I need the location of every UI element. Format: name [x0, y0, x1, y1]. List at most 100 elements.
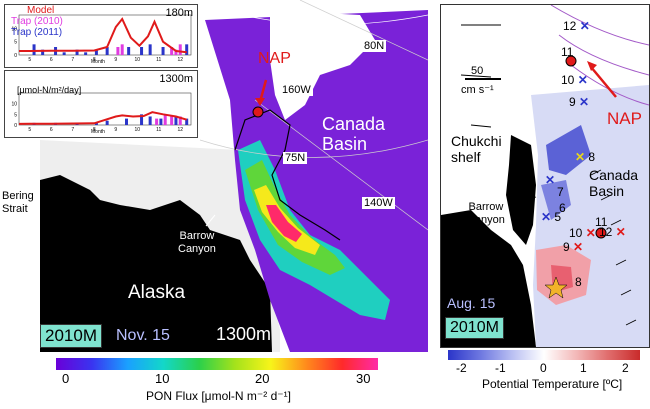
pon-colorbar	[56, 358, 378, 370]
blue-marker-11: 11	[561, 45, 574, 59]
inset-ytick: 0	[14, 53, 17, 59]
flux-map	[40, 0, 428, 352]
trap-bar	[62, 52, 66, 55]
blue-marker-6: 6	[559, 201, 566, 215]
model-tag: 2010M	[40, 324, 102, 348]
inset-xtick: 10	[134, 127, 140, 133]
blue-marker-9: 9 ✕	[569, 95, 590, 109]
inset-xtick: 12	[177, 57, 183, 63]
trap-bar	[120, 44, 124, 55]
trap-bar	[185, 44, 189, 55]
inset-180m-xlabel: Month	[91, 59, 105, 65]
temperature-colorbar	[448, 350, 640, 360]
trap-bar	[174, 116, 178, 125]
velocity-scale-arrow-icon	[465, 78, 501, 80]
pon-colorbar-gradient	[56, 358, 378, 370]
red-marker-10: 10 ✕	[569, 226, 596, 240]
depth-label: 1300m	[216, 324, 272, 344]
inset-ytick: 10	[11, 102, 17, 108]
velocity-scale-value: 50	[471, 65, 484, 77]
date-label: Nov. 15	[116, 327, 170, 344]
temp-tick-m2: -2	[456, 361, 467, 375]
canada-basin-label: Canada Basin	[322, 114, 386, 154]
inset-xtick: 12	[177, 127, 183, 133]
trap-bar	[105, 47, 109, 55]
inset-xtick: 7	[71, 57, 74, 63]
temp-tick-0: 0	[540, 361, 547, 375]
inset-ytick: 5	[14, 40, 17, 46]
inset-ytick: 10	[11, 26, 17, 32]
alaska-land	[40, 175, 272, 352]
flux-band-outer	[238, 140, 390, 320]
flux-map-panel: NAP 80N 160W 75N 140W Canada Basin Barro…	[40, 0, 428, 352]
trap-bar	[125, 118, 128, 125]
trap-bar	[174, 49, 178, 55]
pon-tick-20: 20	[255, 371, 270, 386]
blue-marker-12: 12 ✕	[563, 19, 590, 33]
chukchi-shelf-label: Chukchi shelf	[451, 133, 502, 165]
alaska-land-right	[441, 210, 536, 347]
pon-tick-30: 30	[356, 371, 371, 386]
trap-bar	[75, 49, 79, 55]
cold-patch	[546, 125, 591, 175]
trap-bar	[105, 120, 109, 125]
model-line	[18, 111, 187, 125]
inset-180m-depth: 180m	[165, 7, 193, 19]
trap-bar	[170, 116, 174, 125]
trap-bar	[127, 47, 131, 55]
inset-xtick: 8	[93, 57, 96, 63]
inset-1300m-depth: 1300m	[159, 73, 193, 85]
lat-75n-label: 75N	[283, 152, 308, 164]
trap-bar	[163, 114, 167, 125]
lon-160w-label: 160W	[280, 84, 313, 96]
trap-bar	[41, 49, 45, 55]
inset-xtick: 5	[28, 127, 31, 133]
velocity-scale-unit: cm s⁻¹	[461, 84, 494, 96]
trap-bar	[84, 52, 88, 55]
inset-xtick: 5	[28, 57, 31, 63]
inset-xtick: 6	[50, 57, 53, 63]
trap-bar	[170, 47, 174, 55]
blue-marker-7-label: 7	[557, 185, 564, 199]
legend-trap-2011: Trap (2011)	[11, 27, 63, 38]
trap-bar	[185, 118, 189, 125]
inset-xtick: 7	[71, 127, 74, 133]
trap-bar	[94, 122, 98, 125]
lon-140w-label: 140W	[362, 197, 395, 209]
trap-bar	[32, 44, 36, 55]
nap-label: NAP	[258, 50, 291, 67]
trap-bar	[140, 114, 144, 125]
barrow-canyon-label: Barrow Canyon	[178, 230, 216, 255]
inset-1300m-unit: [μmol-N/m²/day]	[17, 85, 82, 95]
flux-band-mid	[245, 160, 345, 275]
inset-xtick: 9	[114, 57, 117, 63]
trap-bar	[148, 44, 152, 55]
trap-bar	[94, 49, 98, 55]
nap-site-marker-right	[565, 55, 577, 67]
inset-frame	[18, 14, 192, 56]
inset-180m-plot: 5 6 7 8 9 10 11 12 0 5 10	[11, 14, 192, 63]
inset-1300m-plot: 5 6 7 8 9 10 11 12 0 5 10	[11, 92, 192, 133]
date-label-right: Aug. 15	[447, 295, 496, 311]
blue-marker-10: 10 ✕	[561, 73, 588, 87]
inset-1300m: 5 6 7 8 9 10 11 12 0 5 10 1300m [μmol-N/m²/day] Mo…	[4, 70, 198, 138]
trap-bar	[140, 47, 144, 55]
legend-trap-2010: Trap (2010)	[11, 16, 63, 27]
barrow-canyon-label-right: Barrow Canyon	[467, 201, 505, 226]
bering-strait-label: Bering Strait	[2, 190, 34, 215]
legend-model: Model	[27, 5, 55, 16]
inset-xtick: 11	[156, 127, 161, 133]
temp-colorbar-label: Potential Temperature [ºC]	[482, 377, 623, 391]
trap-bar	[159, 118, 163, 125]
trap-bar	[155, 118, 159, 125]
inset-ytick: 5	[14, 112, 17, 118]
red-marker-12: 12 ✕	[599, 225, 626, 239]
temp-tick-m1: -1	[495, 361, 506, 375]
inset-1300m-xlabel: Month	[91, 129, 105, 135]
flux-band-peak	[266, 205, 302, 242]
nap-site-marker	[252, 106, 264, 118]
temperature-map	[441, 5, 649, 347]
blue-marker-5: ✕ 5	[541, 210, 562, 224]
red-marker-11: 11	[595, 215, 608, 229]
temp-tick-1: 1	[580, 361, 587, 375]
